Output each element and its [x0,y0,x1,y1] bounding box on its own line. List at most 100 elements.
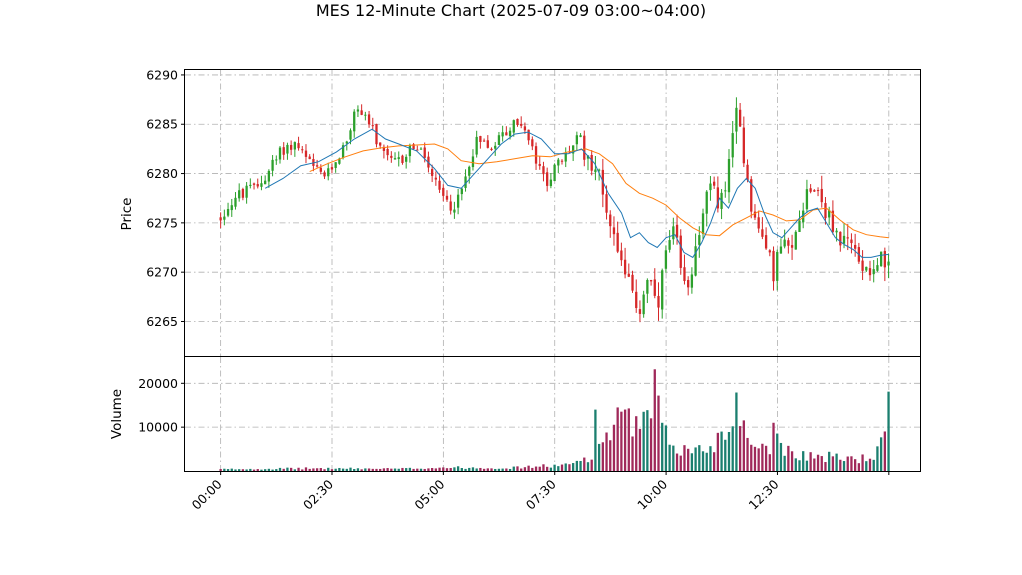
candle-body [757,217,760,229]
candle-body [371,125,374,127]
candle-body [772,250,775,282]
volume-bar [408,467,412,471]
candle-body [468,166,471,176]
volume-bar [282,468,285,471]
volume-bar [872,459,875,471]
volume-frame [184,356,921,472]
candle-body [323,172,326,177]
candle-body [564,152,567,162]
price-tick-label: 6265 [146,314,178,329]
volume-bar [538,466,541,471]
volume-bar [720,431,723,471]
candle-body [460,188,463,195]
candle-body [416,149,419,151]
volume-bar [564,463,567,471]
volume-bar [508,468,512,471]
price-axis-label: Price [119,198,135,231]
candle-body [464,176,467,188]
volume-bar [583,457,586,471]
x-tick-label: 12:30 [745,476,781,512]
candle-body [746,164,749,181]
candle-body [341,145,345,158]
volume-bar [612,424,616,471]
candle-body [742,127,745,164]
candle-body [275,159,278,161]
volume-bar [241,469,245,471]
candle-body [379,142,382,146]
volume-bar [831,456,835,471]
candle-body [842,235,846,244]
volume-bar [787,445,790,471]
candle-body [508,130,512,137]
volume-bar [783,455,786,471]
candle-body [876,265,879,271]
candle-body [683,267,686,281]
price-yticks: 6265 6270 6275 6280 6285 6290 [146,67,185,329]
volume-bar [616,407,619,471]
x-tick-label: 10:00 [634,476,670,512]
candle-body [546,172,549,186]
volume-bar [356,468,360,471]
volume-bar [705,452,708,471]
volume-bar [260,469,263,471]
candle-body [401,155,404,163]
candle-body [879,251,883,267]
volume-bar [835,453,838,471]
candle-body [616,232,619,252]
volume-bar [820,456,823,471]
candle-body [520,123,523,126]
volume-bar [802,451,805,471]
candle-body [349,130,352,140]
candle-body [267,170,271,182]
candle-body [494,145,497,149]
candle-body [230,205,233,211]
volume-bar [527,465,530,471]
candle-body [605,194,608,213]
volume-bar [453,467,456,471]
candle-body [687,279,690,288]
volume-bar [549,467,553,471]
candle-body [553,164,556,182]
volume-bar [405,468,408,471]
volume-bar [445,468,449,471]
volume-bar [646,410,649,471]
candle-body [353,111,356,132]
candle-body [690,274,694,288]
volume-bar [423,468,426,471]
candle-body [809,188,812,192]
volume-bar [627,408,630,471]
candle-body [223,216,226,220]
candle-body [620,250,623,261]
candle-body [490,148,493,151]
candle-body [790,245,794,248]
candle-body [609,214,612,227]
volume-bar [293,469,296,471]
volume-bar [501,468,504,471]
volume-bar [464,468,467,471]
volume-bar [842,461,846,471]
volume-bar [494,468,497,471]
volume-panel: 10000 20000 Volume [109,356,921,472]
volume-bar [475,468,478,471]
volume-bar [839,459,842,471]
candle-body [360,110,363,115]
candle-body [579,135,582,138]
volume-bar [594,409,597,471]
candle-body [482,140,486,142]
volume-bar [761,443,764,471]
volume-bar [694,447,697,471]
volume-bar [345,468,348,471]
volume-bar [438,467,441,471]
candle-body [252,183,256,185]
volume-bar [879,437,883,471]
candle-body [816,190,820,192]
candle-body [289,144,293,150]
volume-bar [824,462,827,471]
volume-bar [286,467,289,471]
volume-bar [668,444,671,471]
volume-bar [497,468,501,471]
volume-bar [764,445,768,471]
volume-bar [546,466,549,471]
volume-bar [865,461,868,471]
candle-body [724,190,727,192]
